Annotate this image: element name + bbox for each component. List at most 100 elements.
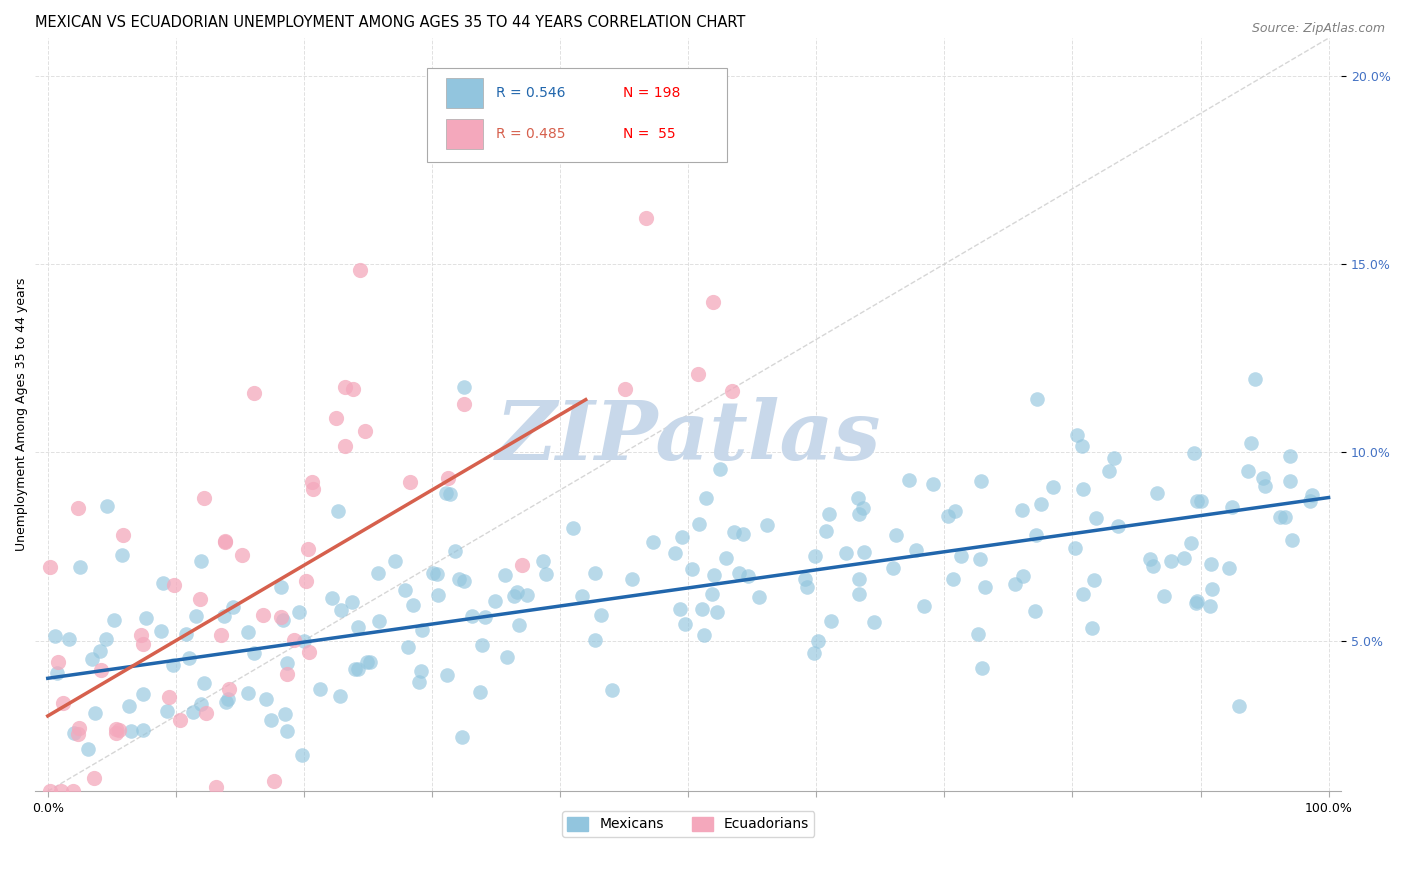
Point bbox=[218, 682, 240, 697]
Point bbox=[969, 552, 991, 566]
Point bbox=[695, 491, 717, 505]
Point bbox=[103, 613, 125, 627]
Point bbox=[1102, 450, 1125, 465]
Point bbox=[1236, 464, 1258, 478]
Point bbox=[214, 534, 236, 549]
Point bbox=[1071, 587, 1094, 601]
Point bbox=[394, 582, 416, 597]
Point bbox=[217, 692, 239, 706]
Point bbox=[562, 521, 585, 535]
Point bbox=[510, 558, 533, 573]
Point bbox=[49, 784, 72, 798]
Text: R = 0.485: R = 0.485 bbox=[496, 127, 565, 141]
Point bbox=[329, 690, 352, 704]
Point bbox=[335, 439, 357, 453]
Point bbox=[214, 535, 236, 549]
Point bbox=[936, 508, 959, 523]
Point bbox=[897, 473, 920, 487]
Point bbox=[1185, 594, 1208, 608]
Point bbox=[803, 646, 825, 660]
Point bbox=[186, 609, 208, 624]
Point bbox=[276, 657, 298, 671]
Point bbox=[748, 591, 770, 605]
Point bbox=[354, 424, 377, 438]
Point bbox=[690, 602, 713, 616]
Point bbox=[1064, 541, 1087, 555]
Point bbox=[408, 674, 430, 689]
Point bbox=[1142, 559, 1164, 574]
Point bbox=[972, 661, 994, 675]
Point bbox=[222, 600, 245, 615]
Point bbox=[409, 664, 432, 678]
Point bbox=[1098, 464, 1121, 478]
Point bbox=[508, 618, 530, 632]
Point bbox=[104, 723, 127, 737]
Point bbox=[163, 578, 186, 592]
Point bbox=[215, 695, 238, 709]
Point bbox=[681, 562, 703, 576]
Point bbox=[444, 543, 467, 558]
Point bbox=[212, 608, 235, 623]
Point bbox=[252, 607, 274, 622]
Point bbox=[83, 771, 105, 785]
Point bbox=[450, 731, 472, 745]
Point bbox=[63, 726, 86, 740]
Point bbox=[502, 589, 524, 603]
Point bbox=[1139, 552, 1161, 566]
Point bbox=[181, 705, 204, 719]
Point bbox=[396, 640, 419, 654]
Point bbox=[793, 572, 815, 586]
Point bbox=[671, 530, 693, 544]
Point bbox=[1004, 577, 1026, 591]
Point bbox=[67, 721, 90, 735]
Point bbox=[613, 382, 636, 396]
Point bbox=[335, 380, 357, 394]
Point bbox=[39, 560, 62, 574]
Point bbox=[943, 504, 966, 518]
Point bbox=[288, 605, 311, 619]
Point bbox=[731, 527, 754, 541]
Point bbox=[531, 554, 554, 568]
Point bbox=[44, 629, 66, 643]
Point bbox=[329, 603, 352, 617]
Point bbox=[706, 606, 728, 620]
Point bbox=[193, 491, 215, 505]
Point bbox=[688, 517, 710, 532]
Point bbox=[422, 566, 444, 580]
Point bbox=[484, 594, 506, 608]
Point bbox=[243, 385, 266, 400]
Point bbox=[1071, 438, 1094, 452]
Point bbox=[120, 724, 142, 739]
Point bbox=[260, 713, 283, 727]
Point bbox=[273, 706, 295, 721]
Point bbox=[835, 545, 858, 559]
Point bbox=[90, 663, 112, 677]
Point bbox=[702, 294, 724, 309]
Point bbox=[1182, 446, 1205, 460]
Point bbox=[904, 543, 927, 558]
Point bbox=[673, 616, 696, 631]
Point bbox=[236, 686, 259, 700]
Point bbox=[231, 548, 253, 562]
Point bbox=[1279, 449, 1302, 463]
Point bbox=[359, 656, 381, 670]
Point bbox=[950, 549, 973, 564]
Point bbox=[292, 634, 315, 648]
Point bbox=[401, 599, 423, 613]
Legend: Mexicans, Ecuadorians: Mexicans, Ecuadorians bbox=[562, 811, 814, 837]
Point bbox=[297, 541, 319, 556]
Point bbox=[62, 784, 84, 798]
Point bbox=[727, 566, 749, 580]
Point bbox=[1244, 372, 1267, 386]
Point bbox=[460, 608, 482, 623]
Point bbox=[254, 692, 277, 706]
Point bbox=[243, 646, 266, 660]
Point bbox=[664, 546, 686, 560]
Point bbox=[107, 723, 129, 738]
Point bbox=[848, 507, 870, 521]
Point bbox=[807, 634, 830, 648]
Point bbox=[641, 534, 664, 549]
Point bbox=[1024, 604, 1046, 618]
Point bbox=[263, 774, 285, 789]
Point bbox=[1160, 553, 1182, 567]
